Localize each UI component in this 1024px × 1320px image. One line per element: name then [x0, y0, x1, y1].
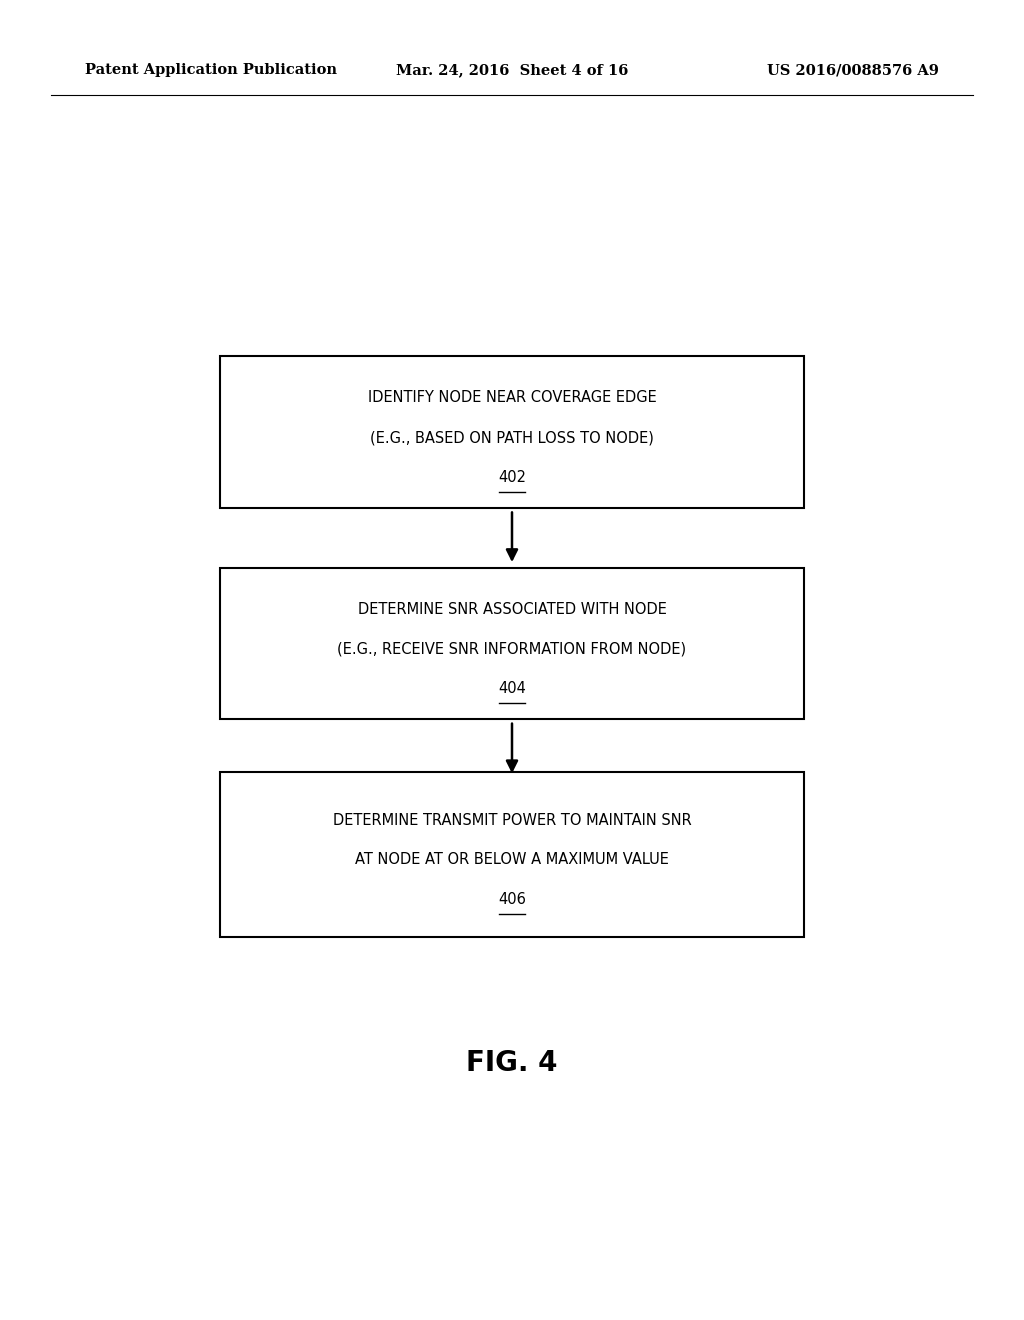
Text: 402: 402: [498, 470, 526, 484]
Bar: [220, 772, 804, 937]
Text: Mar. 24, 2016  Sheet 4 of 16: Mar. 24, 2016 Sheet 4 of 16: [396, 63, 628, 78]
Text: FIG. 4: FIG. 4: [466, 1048, 558, 1077]
Text: (E.G., RECEIVE SNR INFORMATION FROM NODE): (E.G., RECEIVE SNR INFORMATION FROM NODE…: [338, 642, 686, 656]
Bar: [220, 356, 804, 508]
Text: US 2016/0088576 A9: US 2016/0088576 A9: [767, 63, 939, 78]
Text: IDENTIFY NODE NEAR COVERAGE EDGE: IDENTIFY NODE NEAR COVERAGE EDGE: [368, 391, 656, 405]
Text: Patent Application Publication: Patent Application Publication: [85, 63, 337, 78]
Text: 406: 406: [498, 892, 526, 907]
Bar: [220, 568, 804, 719]
Text: (E.G., BASED ON PATH LOSS TO NODE): (E.G., BASED ON PATH LOSS TO NODE): [370, 430, 654, 445]
Text: AT NODE AT OR BELOW A MAXIMUM VALUE: AT NODE AT OR BELOW A MAXIMUM VALUE: [355, 853, 669, 867]
Text: DETERMINE SNR ASSOCIATED WITH NODE: DETERMINE SNR ASSOCIATED WITH NODE: [357, 602, 667, 616]
Text: DETERMINE TRANSMIT POWER TO MAINTAIN SNR: DETERMINE TRANSMIT POWER TO MAINTAIN SNR: [333, 813, 691, 828]
Text: 404: 404: [498, 681, 526, 696]
